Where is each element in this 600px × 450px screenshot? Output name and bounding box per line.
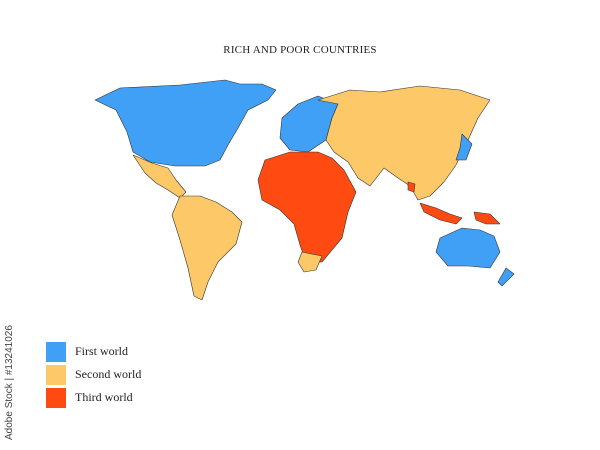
legend-label: Second world bbox=[75, 367, 142, 381]
legend-item-third-world: Third world bbox=[46, 386, 141, 409]
region-south-africa bbox=[297, 251, 323, 273]
legend: First world Second world Third world bbox=[46, 340, 141, 409]
legend-label: Third world bbox=[75, 390, 133, 404]
legend-item-first-world: First world bbox=[46, 340, 141, 363]
legend-item-second-world: Second world bbox=[46, 363, 141, 386]
region-north-america bbox=[94, 79, 277, 167]
region-papua-new-guinea bbox=[473, 211, 501, 225]
region-asia bbox=[317, 85, 491, 201]
region-latin-america bbox=[171, 195, 243, 301]
legend-swatch bbox=[46, 387, 66, 408]
region-bangladesh bbox=[407, 181, 416, 193]
region-japan bbox=[455, 133, 473, 161]
legend-swatch bbox=[46, 341, 66, 362]
region-new-zealand bbox=[497, 267, 515, 287]
watermark: Adobe Stock | #13241026 bbox=[4, 325, 15, 440]
legend-swatch bbox=[46, 364, 66, 385]
legend-label: First world bbox=[75, 344, 129, 358]
map-title: RICH AND POOR COUNTRIES bbox=[223, 44, 377, 56]
region-latin-america bbox=[132, 154, 187, 199]
region-indonesia bbox=[419, 202, 463, 225]
region-africa bbox=[257, 151, 357, 263]
region-australia bbox=[435, 227, 501, 269]
